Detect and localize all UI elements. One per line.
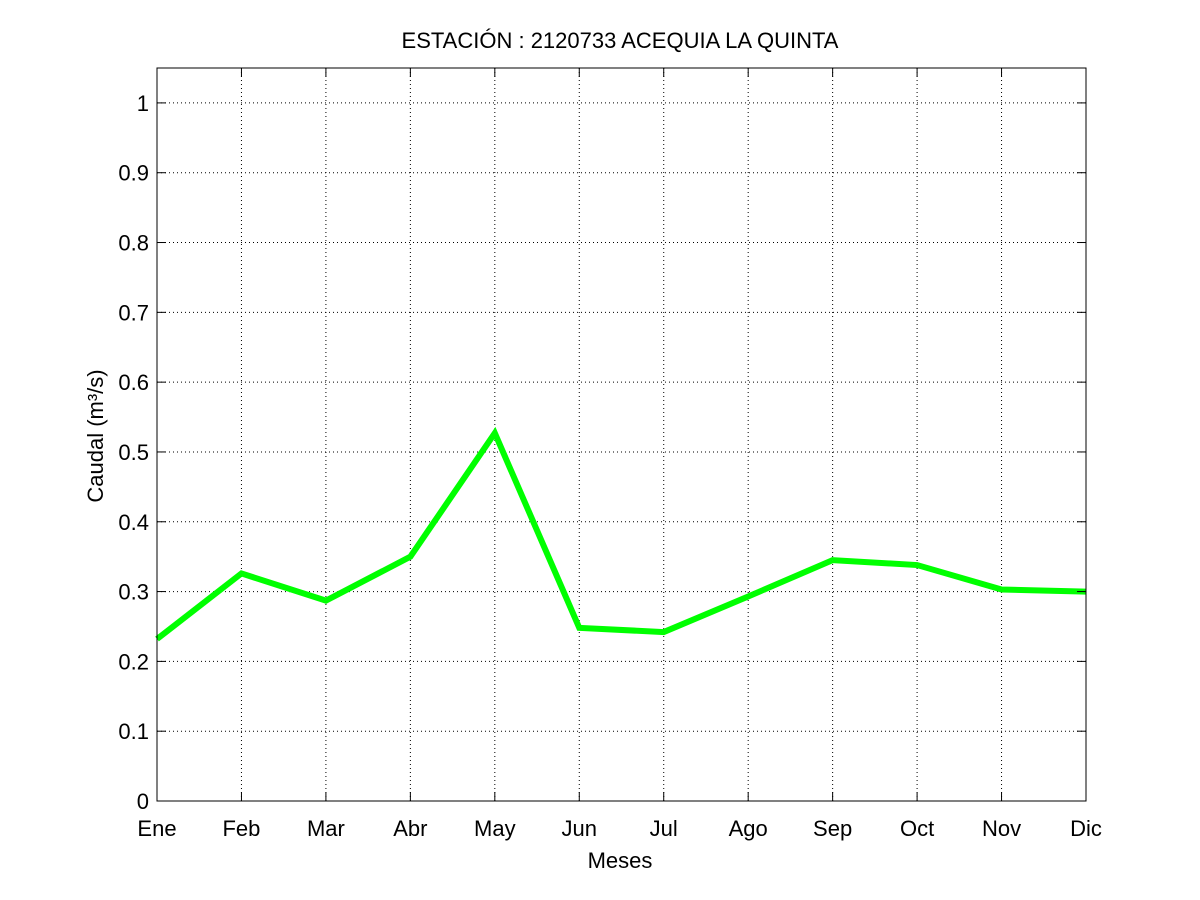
x-tick-label: Jul [650, 816, 678, 841]
y-tick-label: 1 [137, 91, 149, 116]
x-tick-label: Ene [137, 816, 176, 841]
x-tick-label: May [474, 816, 516, 841]
y-tick-label: 0.5 [118, 440, 149, 465]
y-tick-label: 0.1 [118, 719, 149, 744]
y-tick-label: 0.3 [118, 580, 149, 605]
x-tick-label: Ago [729, 816, 768, 841]
x-tick-label: Sep [813, 816, 852, 841]
x-tick-label: Mar [307, 816, 345, 841]
y-tick-label: 0.6 [118, 370, 149, 395]
y-tick-label: 0.7 [118, 300, 149, 325]
plot-area [157, 68, 1086, 801]
grid-layer [157, 68, 1086, 801]
chart-title: ESTACIÓN : 2120733 ACEQUIA LA QUINTA [402, 28, 839, 53]
x-tick-label: Abr [393, 816, 427, 841]
y-tick-label: 0.8 [118, 231, 149, 256]
y-tick-label: 0.2 [118, 649, 149, 674]
y-tick-labels: 0 0.1 0.2 0.3 0.4 0.5 0.6 0.7 0.8 0.9 1 [118, 91, 149, 814]
series-layer [155, 426, 1087, 642]
x-tick-label: Dic [1070, 816, 1102, 841]
y-axis-label: Caudal (m³/s) [83, 369, 108, 502]
x-tick-label: Feb [222, 816, 260, 841]
x-tick-labels: Ene Feb Mar Abr May Jun Jul Ago Sep Oct Nov Dic [137, 816, 1101, 841]
y-tick-label: 0.9 [118, 161, 149, 186]
x-axis-label: Meses [588, 848, 653, 873]
x-tick-label: Jun [562, 816, 597, 841]
y-tick-label: 0.4 [118, 510, 149, 535]
y-tick-label: 0 [137, 789, 149, 814]
tick-layer [156, 68, 1087, 802]
series-line [155, 426, 1087, 642]
x-tick-label: Nov [982, 816, 1021, 841]
x-tick-label: Oct [900, 816, 934, 841]
axes-box [156, 67, 1087, 802]
